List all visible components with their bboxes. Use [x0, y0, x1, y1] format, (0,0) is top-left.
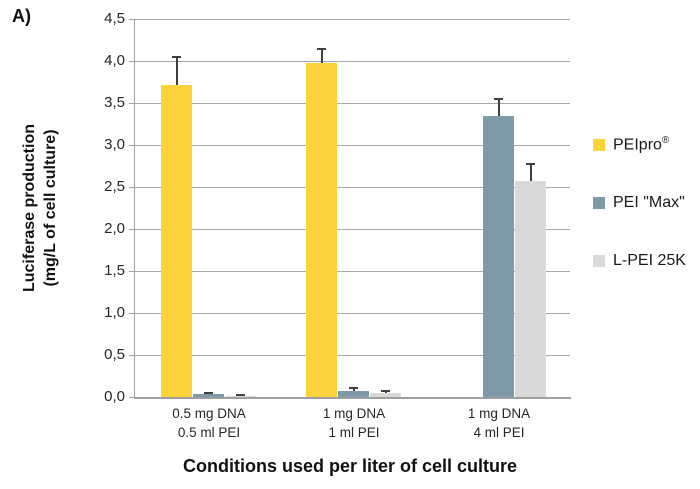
gridline [135, 271, 570, 272]
y-axis-tick [129, 145, 135, 146]
bar-peipro [161, 84, 192, 397]
bar-peimax [193, 394, 224, 397]
legend-label: L-PEI 25K [613, 252, 686, 269]
error-bar-cap [526, 162, 535, 165]
bar-lpei25k [225, 396, 256, 397]
y-axis-line [134, 19, 135, 397]
error-bar-cap [172, 55, 181, 58]
bar-peipro [306, 62, 337, 397]
gridline [135, 19, 570, 20]
error-bar-whisker [529, 162, 532, 182]
y-axis-tick-label: 3,0 [104, 136, 125, 153]
legend-item: PEIpro® [593, 135, 686, 154]
bar-lpei25k [370, 392, 401, 397]
y-axis-tick [129, 229, 135, 230]
plot-area: 4,5 4,0 3,5 3,0 2,5 2,0 1,5 1,0 0,5 0,0 [104, 10, 571, 405]
y-axis-tick-label: 0,5 [104, 346, 125, 363]
category-label: 1 mg DNA 4 ml PEI [429, 404, 569, 442]
y-axis-tick-label: 2,5 [104, 178, 125, 195]
y-axis-tick [129, 103, 135, 104]
y-axis-tick [129, 313, 135, 314]
error-bar-cap [204, 391, 213, 394]
category-label-line: 4 ml PEI [473, 425, 525, 440]
category-label-line: 1 mg DNA [467, 406, 531, 421]
gridline [135, 103, 570, 104]
y-axis-tick-label: 1,0 [104, 304, 125, 321]
category-label-line: 1 ml PEI [328, 425, 380, 440]
legend-swatch-icon [593, 255, 605, 267]
y-axis-tick-label: 4,5 [104, 10, 125, 27]
y-axis-tick [129, 61, 135, 62]
y-axis-title-line2: (mg/L of cell culture) [42, 129, 59, 287]
category-label-line: 0.5 mg DNA [172, 406, 246, 421]
category-label: 0.5 mg DNA 0.5 ml PEI [139, 404, 279, 442]
gridline [135, 229, 570, 230]
bar-peimax [338, 391, 369, 397]
category-label-line: 1 mg DNA [322, 406, 386, 421]
bar-lpei25k [515, 181, 546, 397]
y-axis-tick [129, 187, 135, 188]
x-axis-category-labels: 0.5 mg DNA 0.5 ml PEI 1 mg DNA 1 ml PEI 1 mg… [135, 404, 570, 446]
y-axis-tick [129, 19, 135, 20]
panel-label: A) [12, 6, 31, 26]
error-bar-whisker [352, 386, 355, 392]
y-axis-title: Luciferase production (mg/L of cell cult… [19, 124, 61, 292]
legend-label: PEI "Max" [613, 194, 685, 211]
gridline [135, 187, 570, 188]
x-axis-line [134, 397, 571, 399]
y-axis-tick-label: 3,5 [104, 94, 125, 111]
legend-item: PEI "Max" [593, 194, 686, 211]
gridline [135, 313, 570, 314]
y-axis-tick [129, 355, 135, 356]
error-bar-cap [236, 394, 245, 397]
category-label: 1 mg DNA 1 ml PEI [284, 404, 424, 442]
error-bar-whisker [175, 55, 178, 85]
legend: PEIpro® PEI "Max" L-PEI 25K [593, 135, 686, 311]
error-bar-cap [317, 48, 326, 51]
category-label-line: 0.5 ml PEI [177, 425, 241, 440]
bar-peimax [483, 115, 514, 397]
error-bar-whisker [320, 48, 323, 63]
gridline [135, 355, 570, 356]
legend-swatch-icon [593, 139, 605, 151]
error-bar-cap [494, 97, 503, 100]
y-axis-tick-label: 1,5 [104, 262, 125, 279]
legend-item: L-PEI 25K [593, 252, 686, 269]
y-axis-tick [129, 271, 135, 272]
error-bar-whisker [497, 97, 500, 116]
legend-label: PEIpro® [613, 135, 670, 154]
y-axis-tick-label: 2,0 [104, 220, 125, 237]
error-bar-cap [381, 390, 390, 393]
y-axis-tick-label: 0,0 [104, 388, 125, 405]
gridline [135, 145, 570, 146]
x-axis-title: Conditions used per liter of cell cultur… [182, 456, 518, 476]
y-axis-title-line1: Luciferase production [21, 123, 38, 293]
legend-swatch-icon [593, 197, 605, 209]
y-axis-tick [129, 397, 135, 398]
gridline [135, 61, 570, 62]
y-axis-tick-label: 4,0 [104, 52, 125, 69]
error-bar-cap [349, 386, 358, 389]
